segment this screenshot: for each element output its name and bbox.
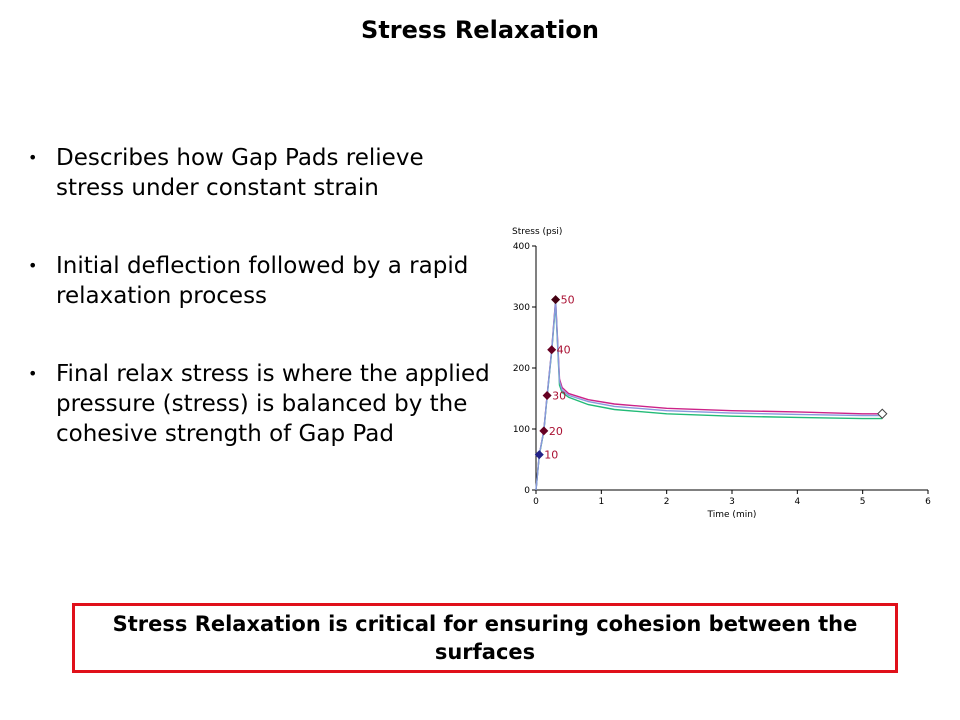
- data-point-marker: [534, 450, 544, 460]
- data-point-label: 20: [549, 425, 563, 438]
- y-axis-label: Stress (psi): [512, 227, 562, 237]
- chart-axes: 0 1 2 3 4 5 6 0 100 200 300 400: [513, 242, 931, 507]
- x-tick-label: 3: [729, 497, 735, 507]
- x-tick-label: 2: [664, 497, 670, 507]
- data-point-marker: [547, 345, 557, 355]
- callout-box: Stress Relaxation is critical for ensuri…: [72, 603, 898, 673]
- chart-markers: 10 20 30 40 50: [534, 294, 888, 462]
- y-tick-label: 400: [513, 242, 530, 252]
- x-tick-label: 5: [860, 497, 866, 507]
- y-tick-label: 300: [513, 303, 530, 313]
- x-tick-label: 0: [533, 497, 539, 507]
- series-line-1: [535, 299, 883, 491]
- end-point-marker: [877, 408, 888, 419]
- callout-text: Stress Relaxation is critical for ensuri…: [112, 612, 858, 664]
- stress-relaxation-chart: Stress (psi) Time (min) 0 1 2 3 4 5 6 0 100 200 30…: [512, 227, 931, 520]
- chart-series: [535, 299, 883, 491]
- bullet-item: Describes how Gap Pads relieve stress un…: [28, 143, 498, 203]
- y-tick-label: 0: [524, 486, 530, 496]
- data-point-marker: [542, 390, 552, 400]
- data-point-label: 30: [552, 389, 566, 402]
- slide-title: Stress Relaxation: [361, 16, 599, 44]
- data-point-marker: [539, 426, 549, 436]
- bullet-item: Final relax stress is where the applied …: [28, 359, 498, 449]
- x-axis-label: Time (min): [707, 510, 757, 520]
- data-point-label: 40: [557, 344, 571, 357]
- y-tick-label: 200: [513, 364, 530, 374]
- series-line-3: [535, 301, 883, 491]
- bullet-item: Initial deflection followed by a rapid r…: [28, 251, 498, 311]
- y-tick-label: 100: [513, 425, 530, 435]
- bullet-list: Describes how Gap Pads relieve stress un…: [28, 143, 498, 497]
- data-point-label: 10: [544, 449, 558, 462]
- x-tick-label: 4: [794, 497, 800, 507]
- data-point-marker: [551, 295, 561, 305]
- series-line-2: [535, 303, 883, 491]
- x-tick-label: 1: [598, 497, 604, 507]
- x-tick-label: 6: [925, 497, 931, 507]
- data-point-label: 50: [561, 294, 575, 307]
